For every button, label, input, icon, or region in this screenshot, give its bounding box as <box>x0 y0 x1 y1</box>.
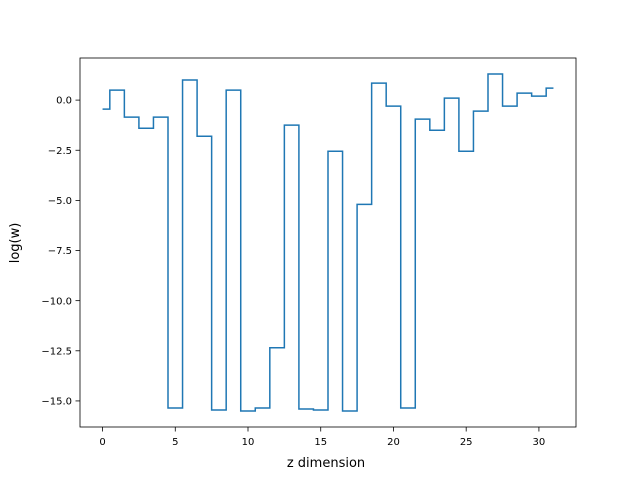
x-axis-label: z dimension <box>287 456 365 471</box>
y-tick-label: −15.0 <box>41 397 72 408</box>
y-tick-label: −12.5 <box>41 346 72 357</box>
x-axis: 0 5 10 15 20 25 30 <box>99 427 545 448</box>
data-point-24 <box>450 97 453 100</box>
y-axis: 0.0 −2.5 −5.0 −7.5 −10.0 −12.5 −15.0 <box>41 96 80 408</box>
data-point-14 <box>305 407 308 410</box>
data-point-17 <box>348 409 351 412</box>
x-tick-label: 30 <box>533 437 546 448</box>
data-point-5 <box>174 406 177 409</box>
series-line-0 <box>102 73 554 412</box>
data-point-11 <box>261 406 264 409</box>
data-point-9 <box>232 89 235 92</box>
data-point-23 <box>436 129 439 132</box>
data-point-27 <box>494 73 497 76</box>
x-tick-label: 20 <box>387 437 400 448</box>
data-point-2 <box>130 116 133 119</box>
data-point-4 <box>159 116 162 119</box>
data-point-30 <box>537 95 540 98</box>
data-point-0 <box>101 108 104 111</box>
data-point-3 <box>145 127 148 130</box>
data-point-26 <box>479 110 482 113</box>
data-point-21 <box>407 406 410 409</box>
y-tick-label: 0.0 <box>56 96 72 107</box>
y-tick-label: −7.5 <box>48 246 72 257</box>
y-tick-label: −2.5 <box>48 146 72 157</box>
data-point-29 <box>523 92 526 95</box>
x-tick-label: 10 <box>242 437 255 448</box>
data-point-15 <box>319 408 322 411</box>
data-point-20 <box>392 105 395 108</box>
axes-frame <box>79 57 577 428</box>
data-point-10 <box>247 409 250 412</box>
data-point-28 <box>508 105 511 108</box>
data-point-25 <box>465 150 468 153</box>
data-point-31 <box>552 87 555 90</box>
data-point-12 <box>276 346 279 349</box>
data-point-7 <box>203 135 206 138</box>
data-point-6 <box>188 79 191 82</box>
y-tick-label: −10.0 <box>41 296 72 307</box>
data-point-18 <box>363 203 366 206</box>
data-point-13 <box>290 124 293 127</box>
y-tick-label: −5.0 <box>48 196 72 207</box>
data-point-19 <box>377 82 380 85</box>
x-tick-label: 0 <box>99 437 105 448</box>
plot-area <box>79 57 577 428</box>
y-axis-label: log(w) <box>8 223 23 264</box>
x-tick-label: 5 <box>172 437 178 448</box>
data-point-8 <box>217 408 220 411</box>
data-point-1 <box>116 89 119 92</box>
x-tick-label: 25 <box>460 437 473 448</box>
x-tick-label: 15 <box>314 437 327 448</box>
data-point-16 <box>334 150 337 153</box>
data-point-22 <box>421 118 424 121</box>
